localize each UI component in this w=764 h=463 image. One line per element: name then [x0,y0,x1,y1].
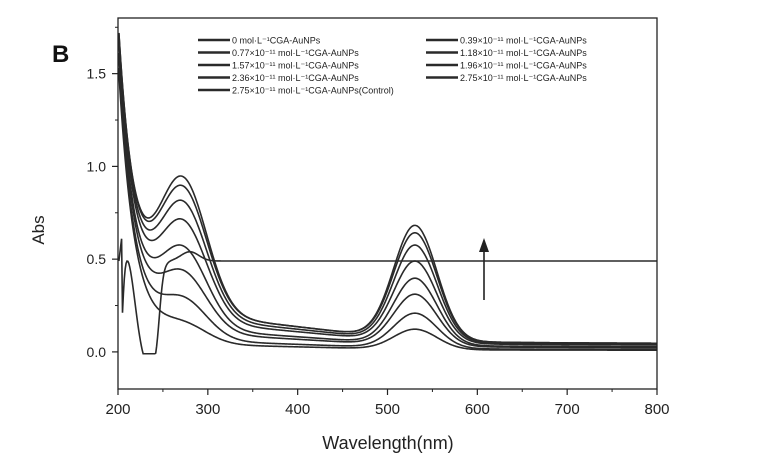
legend-label: 2.36×10⁻¹¹ mol·L⁻¹CGA-AuNPs [232,73,359,83]
series-line [118,43,657,346]
curve-layer [118,32,657,355]
legend-label: 0.77×10⁻¹¹ mol·L⁻¹CGA-AuNPs [232,48,359,58]
series-line [118,58,657,349]
series-line [118,73,657,351]
axes-layer: 200 300 400 500 600 700 800 0.0 0.5 1.0 1.5 [87,17,670,418]
series-line [118,32,657,345]
panel-label: B [52,41,69,68]
x-tick-label: 500 [375,401,400,418]
legend-label: 1.96×10⁻¹¹ mol·L⁻¹CGA-AuNPs [460,61,587,71]
x-tick-label: 600 [465,401,490,418]
legend-label: 2.75×10⁻¹¹ mol·L⁻¹CGA-AuNPs [460,73,587,83]
x-axis-label: Wavelength(nm) [322,433,453,453]
x-tick-label: 400 [285,401,310,418]
series-line [118,52,657,348]
x-tick-label: 300 [195,401,220,418]
y-tick-label: 0.0 [87,344,107,360]
annotation-layer [479,238,489,300]
y-tick-label: 1.0 [87,158,107,174]
y-tick-label: 1.5 [87,66,107,82]
arrow-head [479,238,489,252]
series-line [118,238,657,355]
legend-label: 1.57×10⁻¹¹ mol·L⁻¹CGA-AuNPs [232,61,359,71]
legend-label: 0 mol·L⁻¹CGA-AuNPs [232,36,321,46]
x-tick-label: 700 [555,401,580,418]
legend-label: 0.39×10⁻¹¹ mol·L⁻¹CGA-AuNPs [460,36,587,46]
legend-label: 2.75×10⁻¹¹ mol·L⁻¹CGA-AuNPs(Control) [232,86,394,96]
series-line [118,38,657,345]
x-tick-label: 200 [105,401,130,418]
y-axis-label: Abs [29,215,48,244]
legend-label: 1.18×10⁻¹¹ mol·L⁻¹CGA-AuNPs [460,48,587,58]
series-line [118,67,657,351]
legend: 0 mol·L⁻¹CGA-AuNPs 0.39×10⁻¹¹ mol·L⁻¹CGA-… [198,36,587,96]
x-tick-label: 800 [644,401,669,418]
y-tick-label: 0.5 [87,251,107,267]
